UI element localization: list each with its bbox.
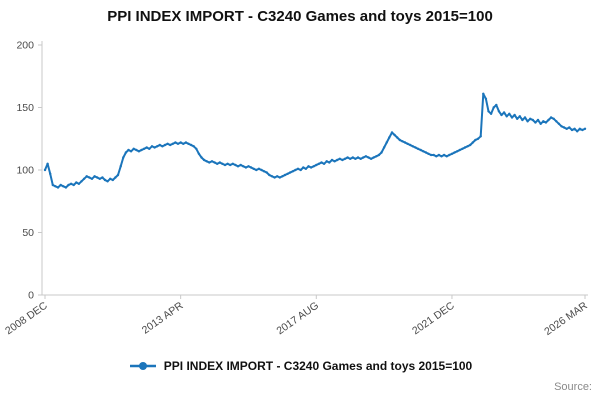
x-tick-label: 2026 MAR (542, 299, 590, 338)
legend-line-icon (129, 362, 156, 370)
x-tick-label: 2013 APR (140, 299, 186, 336)
source-label: Source: (554, 381, 592, 393)
y-tick-label: 0 (28, 290, 34, 302)
chart-title: PPI INDEX IMPORT - C3240 Games and toys … (107, 8, 493, 25)
axis-tick-marks (38, 44, 586, 299)
y-tick-label: 150 (16, 102, 34, 114)
data-point-markers (43, 92, 587, 189)
y-tick-label: 50 (22, 227, 34, 239)
y-tick-label: 200 (16, 40, 34, 52)
x-axis-labels: 2008 DEC 2013 APR 2017 AUG 2021 DEC 2026… (3, 299, 590, 338)
legend-label: PPI INDEX IMPORT - C3240 Games and toys … (163, 359, 473, 373)
data-series-line (44, 92, 586, 189)
y-axis-labels: 0 50 100 150 200 (16, 40, 34, 302)
x-tick-label: 2008 DEC (3, 299, 50, 337)
line-chart: 0 50 100 150 200 2008 DEC 2013 APR 2017 … (3, 40, 590, 338)
y-tick-label: 100 (16, 165, 34, 177)
legend[interactable]: PPI INDEX IMPORT - C3240 Games and toys … (0, 357, 600, 375)
x-tick-label: 2017 AUG (274, 300, 321, 338)
x-tick-label: 2021 DEC (410, 299, 457, 337)
